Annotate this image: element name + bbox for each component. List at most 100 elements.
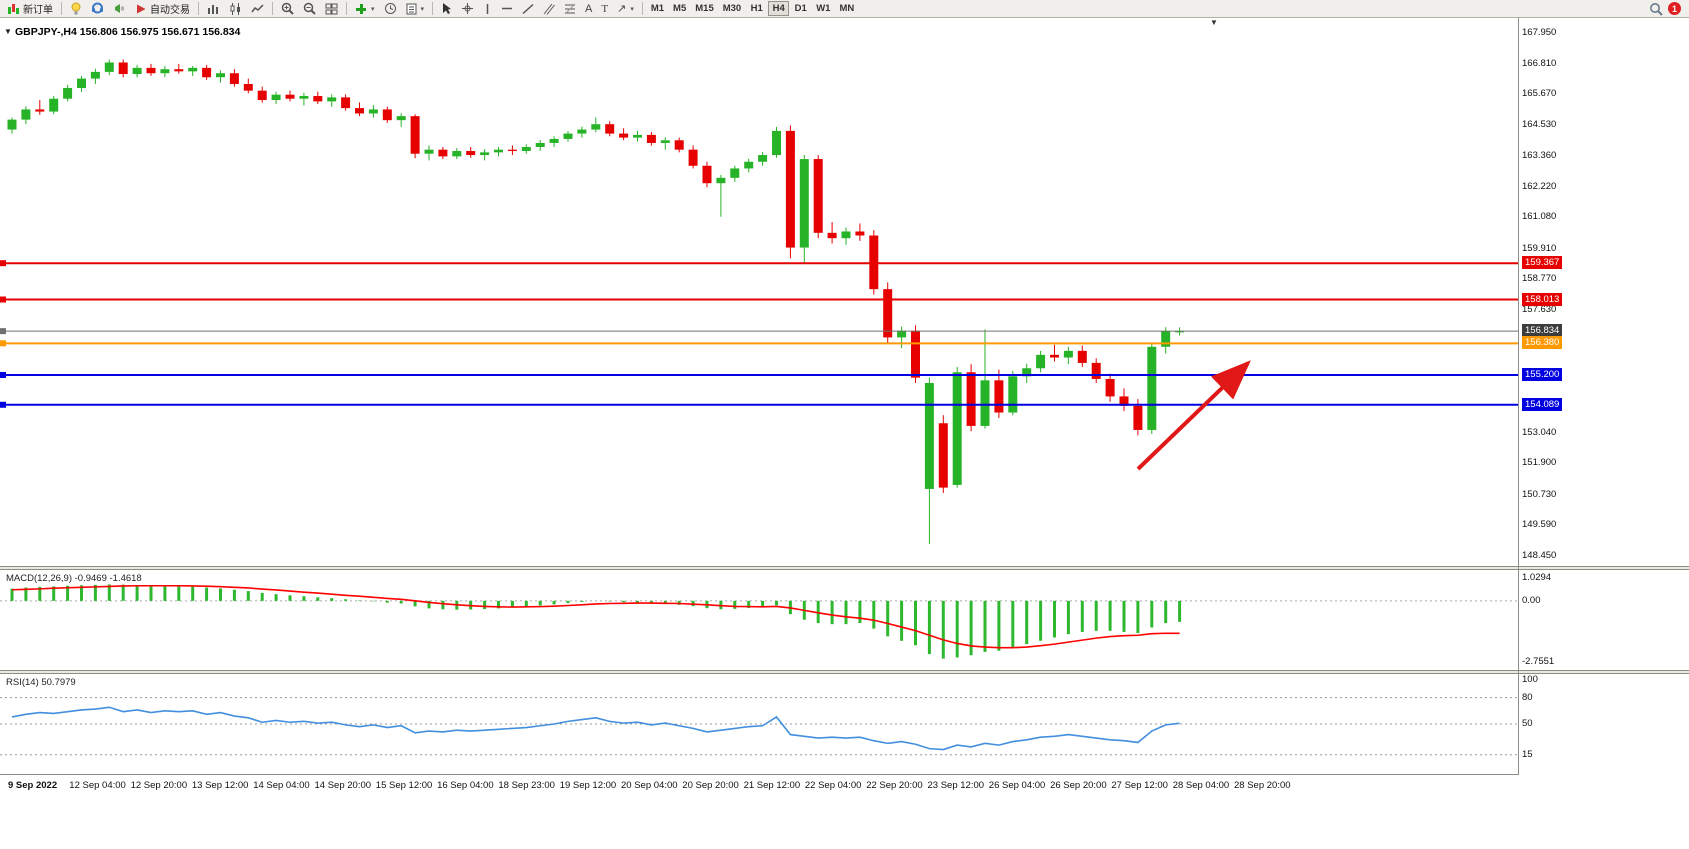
arrows-tool-button[interactable]: ↗ ▾ — [613, 1, 638, 17]
text-tool-button[interactable]: A — [581, 1, 596, 17]
axis-scale-label: 163.360 — [1522, 150, 1557, 162]
time-axis-label: 22 Sep 04:00 — [804, 780, 862, 791]
line-chart-icon — [251, 3, 264, 15]
axis-scale-label: 161.080 — [1522, 211, 1557, 223]
timeframe-d1-button[interactable]: D1 — [790, 1, 811, 16]
zoom-in-icon — [281, 2, 294, 15]
axis-scale-label: 149.590 — [1522, 519, 1557, 531]
vertical-line-icon — [483, 3, 492, 15]
price-line-label: 156.380 — [1522, 336, 1563, 350]
zoom-out-button[interactable] — [299, 1, 320, 17]
channel-tool-button[interactable] — [539, 1, 559, 17]
timeframe-h1-button[interactable]: H1 — [746, 1, 767, 16]
price-line-label: 154.089 — [1522, 397, 1563, 411]
axis-scale-label: 157.630 — [1522, 303, 1557, 315]
main-toolbar: 新订单 自动交易 ▾ ▾ A T ↗ ▾ M1 M5 M15 M30 H1 H4 D1 W1 MN… — [0, 0, 1689, 18]
templates-button[interactable]: ▾ — [402, 1, 429, 17]
lightbulb-icon — [70, 2, 82, 15]
tile-windows-button[interactable] — [321, 1, 342, 17]
indicators-button[interactable]: ▾ — [351, 1, 379, 17]
macd-panel[interactable] — [0, 570, 1518, 670]
time-axis-label: 22 Sep 20:00 — [866, 780, 923, 791]
horizontal-line-icon — [501, 4, 513, 13]
fibonacci-tool-button[interactable] — [560, 1, 580, 17]
timeframe-m5-button[interactable]: M5 — [669, 1, 690, 16]
indicators-plus-icon — [355, 3, 367, 15]
ideas-button[interactable] — [66, 1, 86, 17]
time-axis-label: 26 Sep 04:00 — [988, 780, 1046, 791]
chart-shift-marker[interactable]: ▼ — [1210, 18, 1218, 27]
axis-scale-label: 158.770 — [1522, 273, 1557, 285]
timeframe-h4-button[interactable]: H4 — [768, 1, 790, 16]
chart-region: ▼ GBPJPY-,H4 156.806 156.975 156.671 156… — [0, 18, 1689, 849]
horizontal-line-tool-button[interactable] — [497, 1, 517, 17]
axis-scale-label: 153.040 — [1522, 426, 1557, 438]
tile-windows-icon — [325, 3, 338, 15]
time-axis-label: 12 Sep 04:00 — [69, 780, 126, 791]
time-axis-label: 18 Sep 23:00 — [498, 780, 555, 791]
time-axis-label: 16 Sep 04:00 — [437, 780, 494, 791]
time-axis[interactable]: 9 Sep 2022 12 Sep 04:00 12 Sep 20:00 13 Sep… — [0, 774, 1518, 796]
crosshair-tool-button[interactable] — [457, 1, 478, 17]
time-axis-label: 26 Sep 20:00 — [1050, 780, 1107, 791]
trendline-tool-button[interactable] — [518, 1, 538, 17]
cursor-tool-button[interactable] — [437, 1, 456, 17]
notification-badge[interactable]: 1 — [1668, 2, 1681, 15]
search-icon[interactable] — [1649, 2, 1663, 16]
label-tool-button[interactable]: T — [597, 1, 612, 17]
timeframe-m30-button[interactable]: M30 — [719, 1, 745, 16]
support-button[interactable] — [87, 1, 108, 17]
bar-chart-button[interactable] — [203, 1, 224, 17]
new-order-icon — [7, 2, 20, 15]
axis-scale-label: 15 — [1522, 748, 1533, 760]
price-line-label: 158.013 — [1522, 292, 1563, 306]
chart-title: GBPJPY-,H4 156.806 156.975 156.671 156.8… — [15, 26, 241, 38]
axis-scale-label: 150.730 — [1522, 488, 1557, 500]
one-click-trading-toggle[interactable]: ▼ — [4, 27, 12, 36]
time-axis-label: 15 Sep 12:00 — [375, 780, 433, 791]
auto-trading-button[interactable]: 自动交易 — [131, 1, 194, 17]
toolbar-right-group: 1 — [1649, 2, 1686, 16]
timeframe-w1-button[interactable]: W1 — [812, 1, 834, 16]
panel-splitter[interactable] — [0, 566, 1689, 570]
axis-scale-label: 167.950 — [1522, 27, 1557, 38]
panel-splitter[interactable] — [0, 670, 1689, 674]
axis-scale-label: 166.810 — [1522, 57, 1557, 69]
chevron-down-icon: ▾ — [420, 5, 425, 13]
crosshair-icon — [461, 2, 474, 15]
clock-icon — [384, 2, 397, 15]
price-line-label: 155.200 — [1522, 367, 1563, 381]
macd-label: MACD(12,26,9) -0.9469 -1.4618 — [6, 573, 142, 584]
chevron-down-icon: ▾ — [630, 5, 634, 13]
zoom-in-button[interactable] — [277, 1, 298, 17]
timeframe-m15-button[interactable]: M15 — [691, 1, 717, 16]
timeframe-mn-button[interactable]: MN — [835, 1, 858, 16]
new-order-button[interactable]: 新订单 — [3, 1, 57, 17]
chevron-down-icon: ▾ — [371, 5, 375, 13]
candlestick-chart[interactable] — [0, 21, 1518, 566]
timeframe-group: M1 M5 M15 M30 H1 H4 D1 W1 MN — [647, 1, 858, 16]
axis-scale-label: 0.00 — [1522, 594, 1541, 606]
time-axis-label: 13 Sep 12:00 — [191, 780, 249, 791]
rsi-panel[interactable] — [0, 674, 1518, 774]
fibonacci-icon — [564, 3, 576, 15]
toolbar-separator — [61, 2, 62, 15]
time-axis-label: 21 Sep 12:00 — [743, 780, 801, 791]
trendline-icon — [522, 3, 534, 15]
time-axis-label: 14 Sep 20:00 — [314, 780, 372, 791]
vertical-line-tool-button[interactable] — [479, 1, 496, 17]
price-line-label: 159.367 — [1522, 256, 1563, 270]
time-axis-label: 20 Sep 20:00 — [682, 780, 739, 791]
period-button[interactable] — [380, 1, 401, 17]
candlestick-chart-button[interactable] — [225, 1, 246, 17]
line-chart-button[interactable] — [247, 1, 268, 17]
template-icon — [406, 3, 417, 15]
headset-icon — [91, 2, 104, 15]
rsi-label: RSI(14) 50.7979 — [6, 677, 76, 688]
axis-scale-label: 162.220 — [1522, 180, 1557, 192]
news-button[interactable] — [109, 1, 130, 17]
toolbar-separator — [346, 2, 347, 15]
timeframe-m1-button[interactable]: M1 — [647, 1, 668, 16]
megaphone-icon — [113, 2, 126, 15]
time-axis-label: 23 Sep 12:00 — [927, 780, 985, 791]
